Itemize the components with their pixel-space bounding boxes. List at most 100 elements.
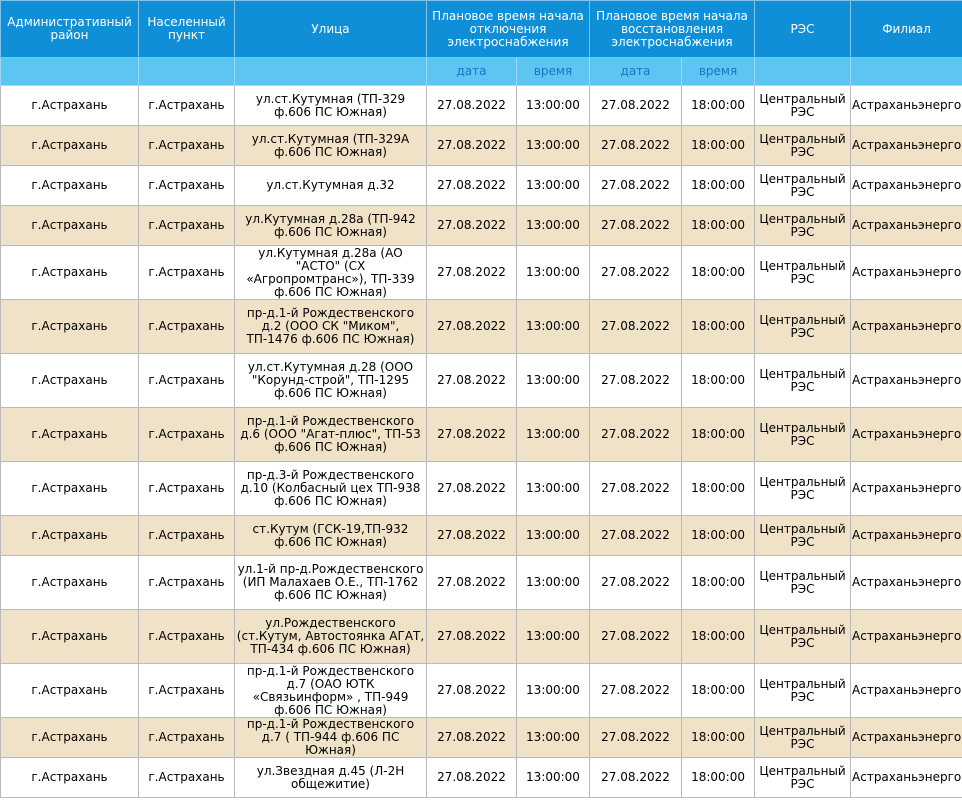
cell-off-date: 27.08.2022	[426, 663, 517, 718]
cell-on-time: 18:00:00	[681, 515, 756, 556]
cell-res: Центральный РЭС	[754, 299, 852, 354]
subheader-off-time: время	[515, 57, 591, 86]
cell-settlement: г.Астрахань	[138, 245, 235, 300]
cell-res: Центральный РЭС	[754, 663, 852, 718]
header-res: РЭС	[754, 0, 852, 58]
cell-off-time: 13:00:00	[515, 407, 591, 462]
cell-on-time: 18:00:00	[681, 125, 756, 166]
cell-res: Центральный РЭС	[754, 717, 852, 758]
cell-district: г.Астрахань	[0, 299, 139, 354]
table-row: г.Астрахань г.Астрахань ул.ст.Кутумная д.3…	[0, 165, 962, 206]
cell-settlement: г.Астрахань	[138, 663, 235, 718]
subheader-empty	[234, 57, 427, 86]
cell-district: г.Астрахань	[0, 555, 139, 610]
cell-on-date: 27.08.2022	[589, 85, 683, 126]
cell-on-time: 18:00:00	[681, 717, 756, 758]
cell-district: г.Астрахань	[0, 717, 139, 758]
cell-off-date: 27.08.2022	[426, 515, 517, 556]
cell-on-time: 18:00:00	[681, 407, 756, 462]
subheader-empty	[138, 57, 235, 86]
cell-off-time: 13:00:00	[515, 205, 591, 246]
cell-street: пр-д.3-й Рождественского д.10 (Колбасный…	[234, 461, 427, 516]
header-district: Административный район	[0, 0, 139, 58]
cell-settlement: г.Астрахань	[138, 165, 235, 206]
header-on-time: Плановое время начала восстановления эле…	[589, 0, 756, 58]
subheader-row: дата время дата время	[0, 57, 962, 86]
cell-off-time: 13:00:00	[515, 165, 591, 206]
cell-district: г.Астрахань	[0, 165, 139, 206]
cell-settlement: г.Астрахань	[138, 515, 235, 556]
subheader-on-date: дата	[589, 57, 683, 86]
cell-res: Центральный РЭС	[754, 555, 852, 610]
cell-on-date: 27.08.2022	[589, 299, 683, 354]
subheader-empty	[754, 57, 852, 86]
cell-off-date: 27.08.2022	[426, 85, 517, 126]
cell-branch: Астраханьэнерго	[850, 555, 962, 610]
cell-branch: Астраханьэнерго	[850, 245, 962, 300]
cell-res: Центральный РЭС	[754, 245, 852, 300]
table-row: г.Астрахань г.Астрахань ул.Кутумная д.28а …	[0, 205, 962, 246]
cell-settlement: г.Астрахань	[138, 717, 235, 758]
cell-off-date: 27.08.2022	[426, 205, 517, 246]
cell-off-time: 13:00:00	[515, 299, 591, 354]
table-row: г.Астрахань г.Астрахань пр-д.3-й Рождестве…	[0, 461, 962, 516]
cell-settlement: г.Астрахань	[138, 353, 235, 408]
cell-on-date: 27.08.2022	[589, 165, 683, 206]
cell-on-time: 18:00:00	[681, 353, 756, 408]
cell-settlement: г.Астрахань	[138, 757, 235, 798]
cell-street: ул.Звездная д.45 (Л-2Н общежитие)	[234, 757, 427, 798]
cell-branch: Астраханьэнерго	[850, 717, 962, 758]
table-row: г.Астрахань г.Астрахань ул.ст.Кутумная д.2…	[0, 353, 962, 408]
cell-street: пр-д.1-й Рождественского д.7 ( ТП-944 ф.…	[234, 717, 427, 758]
header-row: Административный район Населенный пункт …	[0, 0, 962, 58]
cell-on-time: 18:00:00	[681, 609, 756, 664]
cell-on-date: 27.08.2022	[589, 555, 683, 610]
table-row: г.Астрахань г.Астрахань ул.Кутумная д.28а …	[0, 245, 962, 300]
cell-res: Центральный РЭС	[754, 125, 852, 166]
cell-off-date: 27.08.2022	[426, 609, 517, 664]
table-body: г.Астрахань г.Астрахань ул.ст.Кутумная (ТП…	[0, 85, 962, 798]
cell-branch: Астраханьэнерго	[850, 205, 962, 246]
cell-off-time: 13:00:00	[515, 609, 591, 664]
cell-on-date: 27.08.2022	[589, 757, 683, 798]
subheader-on-time: время	[681, 57, 756, 86]
cell-street: пр-д.1-й Рождественского д.7 (ОАО ЮТК «С…	[234, 663, 427, 718]
cell-settlement: г.Астрахань	[138, 461, 235, 516]
cell-res: Центральный РЭС	[754, 757, 852, 798]
cell-on-date: 27.08.2022	[589, 461, 683, 516]
cell-off-date: 27.08.2022	[426, 555, 517, 610]
cell-street: ул.ст.Кутумная д.32	[234, 165, 427, 206]
cell-branch: Астраханьэнерго	[850, 609, 962, 664]
cell-res: Центральный РЭС	[754, 515, 852, 556]
cell-street: ул.Рождественского (ст.Кутум, Автостоянк…	[234, 609, 427, 664]
cell-settlement: г.Астрахань	[138, 85, 235, 126]
cell-off-time: 13:00:00	[515, 85, 591, 126]
cell-on-date: 27.08.2022	[589, 125, 683, 166]
cell-off-time: 13:00:00	[515, 461, 591, 516]
table-row: г.Астрахань г.Астрахань ул.ст.Кутумная (ТП…	[0, 85, 962, 126]
cell-off-time: 13:00:00	[515, 663, 591, 718]
cell-district: г.Астрахань	[0, 245, 139, 300]
table-row: г.Астрахань г.Астрахань пр-д.1-й Рождестве…	[0, 663, 962, 718]
cell-street: ул.Кутумная д.28а (ТП-942 ф.606 ПС Южная…	[234, 205, 427, 246]
cell-district: г.Астрахань	[0, 609, 139, 664]
table-row: г.Астрахань г.Астрахань ул.Рождественского…	[0, 609, 962, 664]
cell-branch: Астраханьэнерго	[850, 757, 962, 798]
cell-district: г.Астрахань	[0, 461, 139, 516]
cell-on-time: 18:00:00	[681, 165, 756, 206]
cell-street: ул.ст.Кутумная (ТП-329А ф.606 ПС Южная)	[234, 125, 427, 166]
cell-branch: Астраханьэнерго	[850, 299, 962, 354]
cell-branch: Астраханьэнерго	[850, 407, 962, 462]
cell-res: Центральный РЭС	[754, 461, 852, 516]
cell-res: Центральный РЭС	[754, 407, 852, 462]
cell-off-date: 27.08.2022	[426, 245, 517, 300]
cell-street: ул.1-й пр-д.Рождественского (ИП Малахаев…	[234, 555, 427, 610]
cell-district: г.Астрахань	[0, 353, 139, 408]
cell-street: пр-д.1-й Рождественского д.6 (ООО "Агат-…	[234, 407, 427, 462]
cell-branch: Астраханьэнерго	[850, 165, 962, 206]
cell-on-time: 18:00:00	[681, 245, 756, 300]
cell-district: г.Астрахань	[0, 85, 139, 126]
cell-res: Центральный РЭС	[754, 85, 852, 126]
table-row: г.Астрахань г.Астрахань ул.1-й пр-д.Рождес…	[0, 555, 962, 610]
cell-off-time: 13:00:00	[515, 757, 591, 798]
